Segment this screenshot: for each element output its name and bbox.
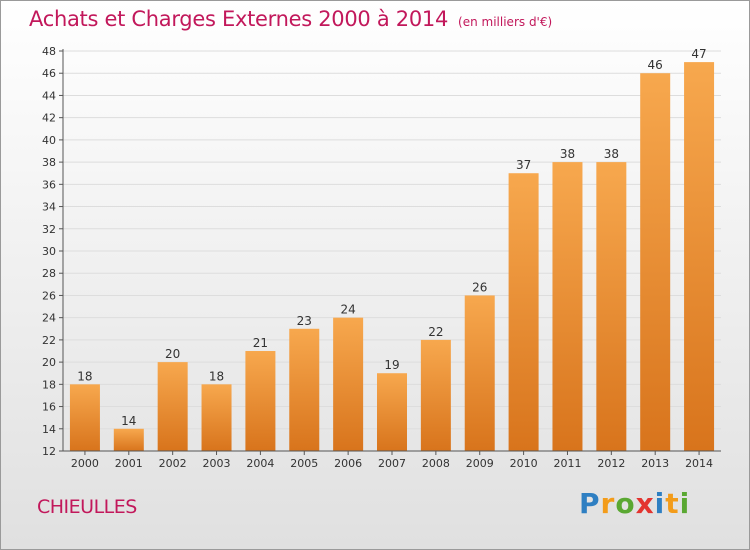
x-tick-label: 2010 xyxy=(510,457,538,470)
bar xyxy=(684,62,715,451)
y-tick-label: 24 xyxy=(42,312,56,325)
y-tick-label: 42 xyxy=(42,112,56,125)
chart-title-text: Achats et Charges Externes 2000 à 2014 xyxy=(29,7,449,31)
bar xyxy=(596,162,627,451)
y-tick-label: 32 xyxy=(42,223,56,236)
bar xyxy=(113,428,144,451)
y-tick-label: 38 xyxy=(42,156,56,169)
y-tick-label: 40 xyxy=(42,134,56,147)
bar xyxy=(640,73,671,451)
bar-value-label: 24 xyxy=(340,303,355,317)
bar-value-label: 46 xyxy=(648,58,663,72)
axes: 12 14 16 18 20 22 24 26 28 30 32 34 36 38 40 42 44 46 48 20… xyxy=(42,45,721,470)
logo-letter: t xyxy=(665,487,680,520)
x-tick-label: 2003 xyxy=(203,457,231,470)
bar-value-label: 22 xyxy=(428,325,443,339)
bar-value-label: 20 xyxy=(165,347,180,361)
logo-letter: P xyxy=(579,487,601,520)
bar xyxy=(464,295,495,451)
y-tick-label: 36 xyxy=(42,178,56,191)
y-tick-label: 20 xyxy=(42,356,56,369)
y-tick-label: 30 xyxy=(42,245,56,258)
x-tick-label: 2002 xyxy=(159,457,187,470)
x-tick-label: 2011 xyxy=(553,457,581,470)
y-tick-label: 28 xyxy=(42,267,56,280)
logo-letter: o xyxy=(615,487,636,520)
bar xyxy=(508,173,539,451)
y-tick-label: 34 xyxy=(42,201,56,214)
bar-value-label: 38 xyxy=(560,147,575,161)
y-tick-label: 18 xyxy=(42,378,56,391)
bar xyxy=(157,362,188,451)
bar xyxy=(420,339,451,451)
place-name: CHIEULLES xyxy=(37,496,137,518)
proxiti-logo[interactable]: Proxiti xyxy=(579,487,690,520)
y-tick-label: 16 xyxy=(42,401,56,414)
x-tick-label: 2008 xyxy=(422,457,450,470)
bar xyxy=(377,373,407,451)
bar xyxy=(552,162,583,451)
x-tick-label: 2000 xyxy=(71,457,99,470)
bars: 18 14 20 18 21 23 24 19 22 26 37 38 38 46 47 xyxy=(69,47,715,451)
logo-letter: i xyxy=(679,487,691,520)
x-tick-label: 2005 xyxy=(290,457,318,470)
logo-letter: i xyxy=(654,487,666,520)
bar xyxy=(289,328,320,451)
logo-letter: x xyxy=(635,487,655,520)
bar-value-label: 18 xyxy=(77,369,92,383)
bar xyxy=(245,351,276,451)
x-tick-label: 2007 xyxy=(378,457,406,470)
y-tick-label: 48 xyxy=(42,45,56,58)
x-tick-label: 2014 xyxy=(685,457,713,470)
x-tick-label: 2012 xyxy=(597,457,625,470)
x-tick-label: 2004 xyxy=(246,457,274,470)
bar xyxy=(333,317,364,451)
y-tick-label: 44 xyxy=(42,89,56,102)
x-tick-label: 2013 xyxy=(641,457,669,470)
chart-subtitle: (en milliers d'€) xyxy=(458,15,553,29)
bar-value-label: 37 xyxy=(516,158,531,172)
bar-value-label: 18 xyxy=(209,369,224,383)
y-tick-label: 46 xyxy=(42,67,56,80)
x-tick-label: 2009 xyxy=(466,457,494,470)
y-tick-label: 12 xyxy=(42,445,56,458)
chart-title: Achats et Charges Externes 2000 à 2014 (e… xyxy=(29,7,552,31)
bar-value-label: 38 xyxy=(604,147,619,161)
bar-value-label: 26 xyxy=(472,280,487,294)
x-tick-label: 2006 xyxy=(334,457,362,470)
logo-letter: r xyxy=(600,487,616,520)
bar-value-label: 23 xyxy=(297,314,312,328)
bar-value-label: 14 xyxy=(121,414,136,428)
bar-value-label: 21 xyxy=(253,336,268,350)
bar-value-label: 47 xyxy=(691,47,706,61)
bar xyxy=(69,384,100,451)
bar-value-label: 19 xyxy=(384,358,399,372)
y-tick-label: 14 xyxy=(42,423,56,436)
y-tick-label: 22 xyxy=(42,334,56,347)
bar xyxy=(201,384,232,451)
x-tick-label: 2001 xyxy=(115,457,143,470)
y-tick-label: 26 xyxy=(42,289,56,302)
